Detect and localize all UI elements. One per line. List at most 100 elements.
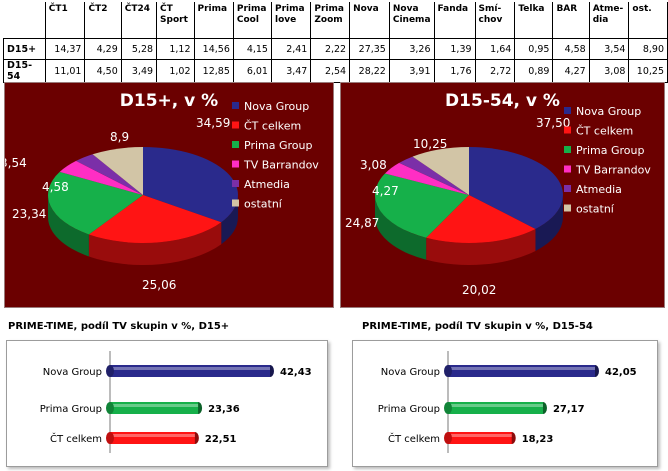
bar-start-cap [444, 432, 452, 444]
column-header: ost. [628, 2, 668, 39]
column-header: BAR [552, 2, 590, 39]
bar-highlight [448, 434, 512, 437]
legend-label: TV Barrandov [243, 159, 319, 172]
column-header: Prima Cool [232, 2, 272, 39]
bar-value-label: 27,17 [553, 404, 585, 415]
pie-data-label: 25,06 [142, 278, 176, 292]
pie-panel-d15: 34,59 25,06 23,34 4,58 3,54 8,9 Nova Group ČT c… [4, 82, 334, 308]
bar-highlight [448, 404, 543, 407]
bar-category-label: Prima Group [378, 404, 440, 415]
bar [448, 402, 543, 414]
pie-slice [426, 195, 536, 244]
column-header: ČT24 [120, 2, 158, 39]
legend-label: ČT celkem [244, 120, 301, 133]
table-corner [3, 2, 46, 39]
pie-data-label: 3,08 [360, 158, 387, 172]
column-header: Nova Cinema [388, 2, 435, 39]
column-header: Prima love [270, 2, 312, 39]
bar-highlight [110, 367, 270, 370]
bar-category-label: Nova Group [43, 367, 102, 378]
legend-swatch [232, 180, 239, 187]
table-row-d1554: D15-54 11,01 4,50 3,49 1,02 12,85 6,01 3,47 2,5… [3, 59, 668, 83]
pie-data-label: 24,87 [345, 216, 379, 230]
pie-data-label: 37,50 [536, 116, 570, 130]
bar-value-label: 23,36 [208, 404, 240, 415]
legend-label: TV Barrandov [575, 164, 651, 177]
table-cell: 2,22 [310, 38, 351, 60]
table-cell: 3,54 [588, 38, 630, 60]
table-cell: 0,95 [514, 38, 554, 60]
table-cell: 14,37 [44, 38, 86, 60]
bar-category-label: ČT celkem [388, 432, 440, 445]
pie-slice-side [88, 222, 222, 265]
pie-slice [48, 171, 143, 235]
bar-start-cap [444, 365, 452, 377]
table-cell: 1,64 [474, 38, 516, 60]
pie-title: D15-54, v % [445, 91, 560, 111]
table-cell: 27,35 [349, 38, 390, 60]
pie-slice [469, 147, 563, 229]
bar-value-label: 18,23 [522, 434, 554, 445]
pie-slice-side [535, 195, 563, 251]
pie-slice [143, 147, 238, 223]
legend-label: Nova Group [576, 105, 641, 118]
pie-data-label: 23,34 [12, 207, 46, 221]
pie-slice [384, 162, 469, 195]
legend-swatch [232, 199, 239, 207]
pie-title: D15+, v % [119, 91, 219, 111]
bar [110, 365, 270, 377]
table-cell: 6,01 [232, 59, 272, 83]
table-cell: 1,02 [156, 59, 195, 83]
table-cell: 5,28 [120, 38, 158, 60]
legend-swatch [564, 107, 571, 114]
table-cell: 8,90 [628, 38, 668, 60]
bar-chart-title-d1554: PRIME-TIME, podíl TV skupin v %, D15-54 [362, 321, 593, 332]
column-header: Nova [349, 2, 390, 39]
pie-data-label: 8,9 [110, 130, 129, 144]
pie-chart-d1554: 37,50 20,02 24,87 4,27 3,08 10,25 Nova Group ČT… [345, 105, 651, 297]
column-header: Prima [193, 2, 234, 39]
column-header: Fanda [433, 2, 476, 39]
table-cell: 4,15 [232, 38, 272, 60]
table-cell: 3,91 [388, 59, 435, 83]
legend-swatch [232, 102, 239, 109]
table-cell: 1,39 [433, 38, 476, 60]
pie-panel-d1554: 37,50 20,02 24,87 4,27 3,08 10,25 Nova Group ČT… [340, 82, 665, 308]
table-cell: 3,49 [120, 59, 158, 83]
bar-chart-d1554: Nova Group 42,05 Prima Group 27,17 ČT celkem… [378, 351, 637, 453]
pie-data-label: 4,27 [372, 184, 399, 198]
bar-highlight [110, 404, 199, 407]
table-cell: 2,41 [270, 38, 312, 60]
pie-slice [375, 173, 469, 238]
pie-data-label: 4,58 [42, 180, 69, 194]
legend-label: ostatní [576, 203, 615, 216]
legend-label: Prima Group [576, 144, 644, 157]
bar-category-label: Nova Group [381, 367, 440, 378]
pie-slice [88, 195, 222, 243]
legend-swatch [232, 121, 239, 129]
bar-category-label: Prima Group [40, 404, 102, 415]
column-header: ČT2 [84, 2, 122, 39]
table-header-row: ČT1 ČT2 ČT24 ČT Sport Prima Prima Cool Prima l… [3, 2, 668, 39]
pie-slice [399, 156, 469, 195]
table-cell: 12,85 [193, 59, 234, 83]
legend-label: ostatní [244, 198, 283, 211]
pie-slice [59, 160, 143, 195]
bar-chart-title-d15: PRIME-TIME, podíl TV skupin v %, D15+ [8, 321, 230, 332]
legend-label: Nova Group [244, 100, 309, 113]
table-cell: 0,89 [514, 59, 554, 83]
table-cell: 2,54 [310, 59, 351, 83]
table-cell: 3,47 [270, 59, 312, 83]
table-cell: 3,08 [588, 59, 630, 83]
pie-slice [92, 147, 143, 195]
pie-data-label: 3,54 [5, 156, 27, 170]
bar-start-cap [106, 432, 114, 444]
bar-start-cap [444, 402, 452, 414]
column-header: ČT1 [44, 2, 86, 39]
pie-slice [76, 154, 143, 195]
bar [448, 432, 512, 444]
legend-label: Atmedia [576, 183, 622, 196]
pie-slice-side [426, 228, 536, 265]
column-header: Atme-dia [588, 2, 630, 39]
table-cell: 2,72 [474, 59, 516, 83]
